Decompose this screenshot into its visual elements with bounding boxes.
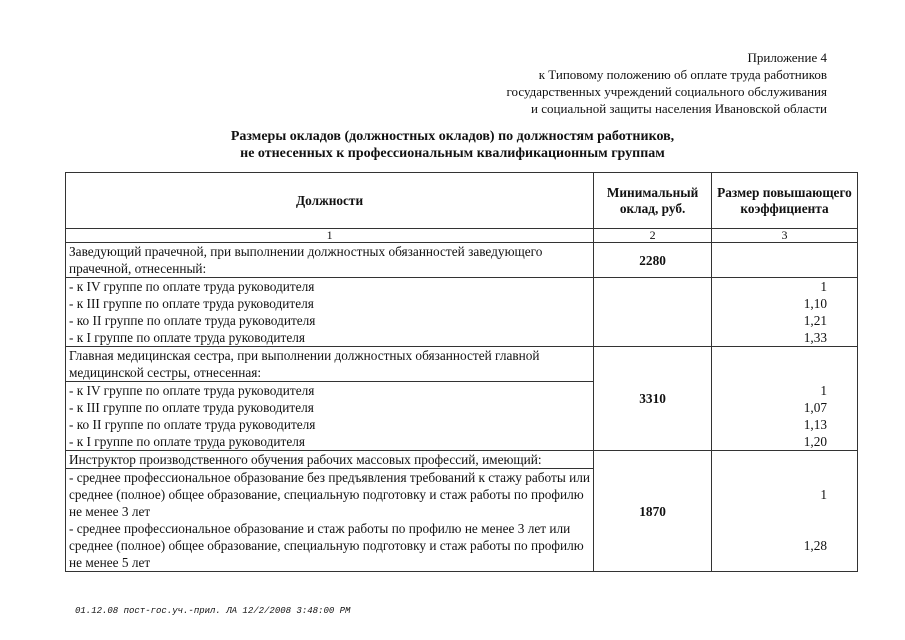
- row-coefficient: 1,28: [710, 520, 859, 572]
- row-coefficient: 1,33: [710, 329, 859, 347]
- table-row: - к III группе по оплате труда руководит…: [64, 399, 859, 416]
- group-header-row: Главная медицинская сестра, при выполнен…: [64, 346, 859, 451]
- table-row: - ко II группе по оплате труда руководит…: [64, 416, 859, 433]
- row-salary-empty: [593, 329, 712, 347]
- table-row: - к I группе по оплате труда руководител…: [64, 433, 859, 451]
- title-line: не отнесенных к профессиональным квалифи…: [240, 146, 665, 161]
- header-salary: Минимальный оклад, руб.: [593, 172, 712, 229]
- row-salary-empty: [593, 277, 712, 295]
- row-label: - к I группе по оплате труда руководител…: [64, 329, 595, 347]
- row-coefficient: 1,13: [710, 416, 859, 433]
- table-row: - к I группе по оплате труда руководител…: [64, 329, 859, 347]
- salary-table: Должности Минимальный оклад, руб. Размер…: [64, 172, 859, 572]
- group-salary: 1870: [593, 450, 712, 572]
- row-label: - ко II группе по оплате труда руководит…: [64, 312, 595, 329]
- table-row: - ко II группе по оплате труда руководит…: [64, 312, 859, 329]
- row-label: - к IV группе по оплате труда руководите…: [64, 277, 595, 295]
- row-coefficient: 1,10: [710, 295, 859, 312]
- group-header-row: Инструктор производственного обучения ра…: [64, 450, 859, 572]
- row-salary-empty: [593, 295, 712, 312]
- column-number-row: 1 2 3: [64, 228, 859, 243]
- table-row: - среднее профессиональное образование б…: [64, 468, 859, 520]
- row-label: - к I группе по оплате труда руководител…: [64, 433, 595, 451]
- row-coefficient: 1,07: [710, 399, 859, 416]
- table-row: - среднее профессиональное образование и…: [64, 520, 859, 572]
- group-header-row: Заведующий прачечной, при выполнении дол…: [64, 242, 859, 278]
- row-coefficient: 1,21: [710, 312, 859, 329]
- group-salary: 3310: [593, 346, 712, 451]
- header-position: Должности: [64, 172, 595, 229]
- table-row: - к IV группе по оплате труда руководите…: [64, 277, 859, 295]
- appendix-note: Приложение 4 к Типовому положению об опл…: [507, 49, 827, 117]
- group-coef-empty: [710, 346, 859, 382]
- row-coefficient: 1,20: [710, 433, 859, 451]
- title-line: Размеры окладов (должностных окладов) по…: [230, 129, 675, 144]
- table-row: - к IV группе по оплате труда руководите…: [64, 381, 859, 399]
- footer-stamp: 01.12.08 пост-гос.уч.-прил. ЛА 12/2/2008…: [75, 606, 351, 616]
- document-title: Размеры окладов (должностных окладов) по…: [0, 128, 905, 162]
- appendix-line: Приложение 4: [747, 50, 827, 65]
- row-label: - среднее профессиональное образование и…: [64, 520, 595, 572]
- header-coefficient: Размер повышающего коэффициента: [710, 172, 859, 229]
- row-coefficient: 1: [710, 381, 859, 399]
- col-number: 3: [710, 228, 859, 243]
- row-label: - к III группе по оплате труда руководит…: [64, 399, 595, 416]
- table-row: - к III группе по оплате труда руководит…: [64, 295, 859, 312]
- group-title: Инструктор производственного обучения ра…: [64, 450, 595, 469]
- appendix-line: государственных учреждений социального о…: [506, 84, 827, 99]
- row-label: - среднее профессиональное образование б…: [64, 468, 595, 520]
- row-label: - к III группе по оплате труда руководит…: [64, 295, 595, 312]
- group-title: Главная медицинская сестра, при выполнен…: [64, 346, 595, 382]
- col-number: 2: [593, 228, 712, 243]
- row-salary-empty: [593, 312, 712, 329]
- row-coefficient: 1: [710, 277, 859, 295]
- group-coef-empty: [710, 242, 859, 278]
- appendix-line: и социальной защиты населения Ивановской…: [531, 101, 827, 116]
- col-number: 1: [64, 228, 595, 243]
- group-coef-empty: [710, 450, 859, 469]
- row-label: - к IV группе по оплате труда руководите…: [64, 381, 595, 399]
- group-salary: 2280: [593, 242, 712, 278]
- appendix-line: к Типовому положению об оплате труда раб…: [538, 67, 827, 82]
- row-coefficient: 1: [710, 468, 859, 520]
- header-row: Должности Минимальный оклад, руб. Размер…: [64, 172, 859, 229]
- group-title: Заведующий прачечной, при выполнении дол…: [64, 242, 595, 278]
- row-label: - ко II группе по оплате труда руководит…: [64, 416, 595, 433]
